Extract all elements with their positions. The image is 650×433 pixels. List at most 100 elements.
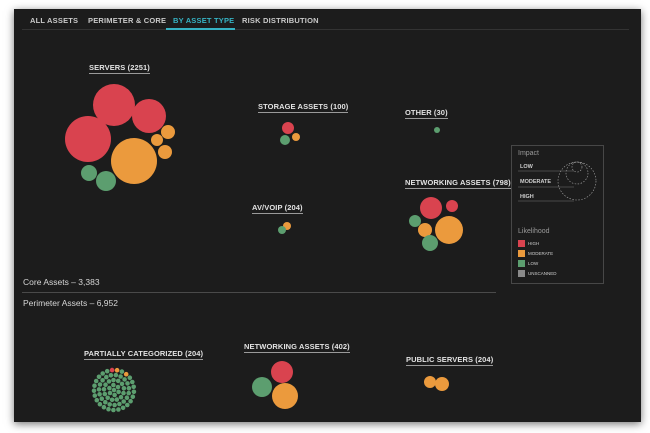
- bubble-networking-core[interactable]: [420, 197, 442, 219]
- bubble-partially-categorized[interactable]: [97, 392, 102, 397]
- bubble-partially-categorized[interactable]: [92, 393, 98, 398]
- bubble-partially-categorized[interactable]: [106, 406, 111, 412]
- bubble-partially-categorized[interactable]: [111, 407, 116, 413]
- bubble-partially-categorized[interactable]: [103, 399, 108, 405]
- bubble-partially-categorized[interactable]: [117, 401, 122, 407]
- bubble-partially-categorized[interactable]: [97, 401, 103, 407]
- bubble-networking-perimeter[interactable]: [272, 383, 298, 409]
- bubble-networking-perimeter[interactable]: [271, 361, 293, 383]
- bubble-partially-categorized[interactable]: [91, 388, 97, 394]
- bubble-partially-categorized[interactable]: [105, 395, 110, 401]
- bubble-partially-categorized[interactable]: [118, 394, 124, 400]
- group-label-partially-categorized[interactable]: PARTIALLY CATEGORIZED (204): [84, 349, 204, 360]
- bubble-partially-categorized[interactable]: [101, 404, 107, 410]
- bubble-partially-categorized[interactable]: [131, 384, 136, 390]
- bubble-partially-categorized[interactable]: [131, 389, 137, 395]
- tab-risk-distribution[interactable]: RISK DISTRIBUTION: [242, 16, 319, 25]
- bubble-partially-categorized[interactable]: [122, 377, 127, 382]
- bubble-servers[interactable]: [132, 99, 166, 133]
- bubble-partially-categorized[interactable]: [113, 372, 119, 378]
- bubble-partially-categorized[interactable]: [115, 384, 121, 390]
- bubble-partially-categorized[interactable]: [114, 397, 120, 402]
- bubble-partially-categorized[interactable]: [121, 399, 126, 404]
- bubble-partially-categorized[interactable]: [112, 392, 117, 398]
- group-label-networking-core[interactable]: NETWORKING ASSETS (798): [405, 178, 511, 189]
- tab-perimeter-core[interactable]: PERIMETER & CORE: [88, 16, 167, 25]
- bubble-servers[interactable]: [96, 171, 116, 191]
- bubble-partially-categorized[interactable]: [130, 379, 135, 385]
- group-label-networking-perimeter[interactable]: NETWORKING ASSETS (402): [244, 342, 350, 353]
- bubble-servers[interactable]: [93, 84, 135, 126]
- bubble-partially-categorized[interactable]: [118, 374, 123, 379]
- bubble-partially-categorized[interactable]: [96, 374, 102, 380]
- bubble-partially-categorized[interactable]: [115, 378, 121, 384]
- group-label-storage-assets[interactable]: STORAGE ASSETS (100): [258, 102, 349, 113]
- bubble-partially-categorized[interactable]: [109, 397, 115, 403]
- bubble-partially-categorized[interactable]: [111, 387, 117, 393]
- bubble-partially-categorized[interactable]: [123, 371, 129, 377]
- bubble-networking-core[interactable]: [422, 235, 438, 251]
- tab-all-assets[interactable]: ALL ASSETS: [30, 16, 79, 25]
- bubble-partially-categorized[interactable]: [104, 374, 109, 380]
- bubble-public-servers[interactable]: [435, 377, 449, 391]
- bubble-partially-categorized[interactable]: [100, 371, 105, 376]
- bubble-partially-categorized[interactable]: [120, 405, 126, 411]
- bubble-partially-categorized[interactable]: [94, 397, 100, 403]
- bubble-networking-core[interactable]: [409, 215, 421, 227]
- bubble-partially-categorized[interactable]: [121, 390, 126, 396]
- bubble-storage[interactable]: [280, 135, 290, 145]
- bubble-partially-categorized[interactable]: [101, 387, 107, 392]
- bubble-partially-categorized[interactable]: [124, 395, 130, 401]
- bubble-storage[interactable]: [292, 133, 300, 141]
- bubble-partially-categorized[interactable]: [109, 367, 115, 373]
- bubble-servers[interactable]: [111, 138, 157, 184]
- bubble-partially-categorized[interactable]: [96, 387, 102, 392]
- bubble-partially-categorized[interactable]: [128, 398, 133, 404]
- bubble-servers[interactable]: [161, 125, 175, 139]
- bubble-partially-categorized[interactable]: [92, 383, 97, 389]
- group-label-other[interactable]: OTHER (30): [405, 108, 448, 119]
- bubble-partially-categorized[interactable]: [106, 379, 112, 384]
- bubble-servers[interactable]: [81, 165, 97, 181]
- bubble-public-servers[interactable]: [424, 376, 436, 388]
- bubble-partially-categorized[interactable]: [107, 390, 113, 396]
- group-label-av-voip[interactable]: AV/VOIP (204): [252, 203, 303, 214]
- bubble-partially-categorized[interactable]: [126, 385, 132, 391]
- bubble-partially-categorized[interactable]: [99, 396, 105, 402]
- bubble-servers[interactable]: [151, 134, 163, 146]
- bubble-partially-categorized[interactable]: [97, 382, 103, 387]
- bubble-partially-categorized[interactable]: [112, 402, 117, 408]
- group-label-servers[interactable]: SERVERS (2251): [89, 63, 150, 74]
- bubble-av-voip[interactable]: [278, 226, 286, 234]
- bubble-partially-categorized[interactable]: [103, 382, 108, 388]
- bubble-partially-categorized[interactable]: [107, 402, 112, 407]
- bubble-partially-categorized[interactable]: [119, 369, 125, 374]
- bubble-partially-categorized[interactable]: [100, 378, 105, 383]
- bubble-other[interactable]: [434, 127, 440, 133]
- bubble-partially-categorized[interactable]: [116, 407, 121, 412]
- bubble-partially-categorized[interactable]: [121, 386, 127, 391]
- bubble-networking-core[interactable]: [418, 223, 432, 237]
- bubble-partially-categorized[interactable]: [104, 368, 110, 374]
- bubble-partially-categorized[interactable]: [114, 367, 120, 373]
- bubble-partially-categorized[interactable]: [119, 381, 125, 387]
- bubble-partially-categorized[interactable]: [102, 391, 108, 397]
- bubble-partially-categorized[interactable]: [125, 402, 130, 408]
- group-label-public-servers[interactable]: PUBLIC SERVERS (204): [406, 355, 494, 366]
- bubble-partially-categorized[interactable]: [111, 382, 116, 388]
- bubble-servers[interactable]: [158, 145, 172, 159]
- bubble-networking-core[interactable]: [435, 216, 463, 244]
- tab-by-asset-type[interactable]: BY ASSET TYPE: [173, 16, 235, 25]
- bubble-partially-categorized[interactable]: [127, 375, 133, 381]
- bubble-servers[interactable]: [65, 116, 111, 162]
- bubble-partially-categorized[interactable]: [93, 378, 99, 384]
- bubble-storage[interactable]: [282, 122, 294, 134]
- bubble-partially-categorized[interactable]: [107, 385, 112, 391]
- bubble-networking-core[interactable]: [446, 200, 458, 212]
- bubble-partially-categorized[interactable]: [116, 389, 121, 395]
- bubble-partially-categorized[interactable]: [125, 381, 130, 386]
- bubble-partially-categorized[interactable]: [126, 390, 131, 396]
- bubble-networking-perimeter[interactable]: [252, 377, 272, 397]
- bubble-partially-categorized[interactable]: [108, 373, 114, 378]
- bubble-partially-categorized[interactable]: [130, 394, 136, 400]
